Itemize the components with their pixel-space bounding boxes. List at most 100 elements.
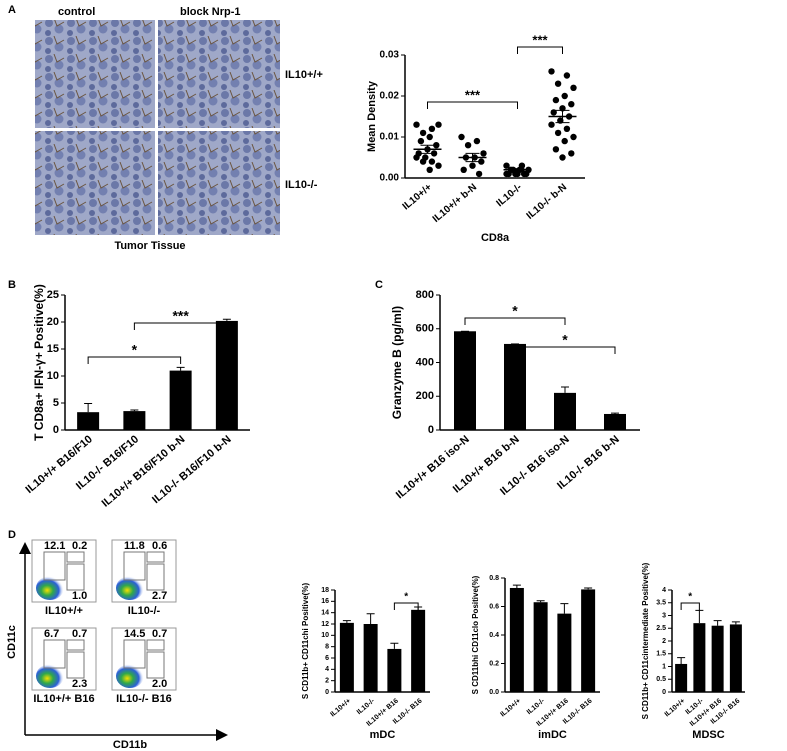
y-tick-label: 0.4	[489, 632, 499, 639]
point	[435, 162, 442, 169]
flow-cloud	[36, 576, 64, 600]
y-tick-label: 0	[662, 689, 666, 696]
gate	[146, 639, 165, 651]
x-tick-label: IL10-/- b-N	[525, 182, 570, 222]
quadrant-value: 2.7	[152, 590, 167, 602]
point	[563, 72, 571, 79]
bar	[604, 413, 626, 430]
gate	[146, 563, 165, 591]
significance-label: ***	[532, 32, 548, 47]
y-tick-label: 25	[47, 289, 59, 301]
plot-label: IL10+/+	[45, 605, 83, 617]
y-axis-label: Granzyme B (pg/ml)	[390, 306, 404, 419]
error-bar	[536, 600, 545, 603]
y-tick-label: 3	[662, 612, 666, 619]
y-tick-label: 0	[325, 689, 329, 696]
y-tick-label: 4	[325, 666, 329, 673]
y-tick-label: 6	[325, 655, 329, 662]
y-axis-label: S CD11b+ CD11chi Positive(%)	[301, 583, 310, 700]
x-tick-label: IL10-/-	[526, 697, 547, 716]
y-tick-label: 0.6	[489, 603, 499, 610]
error-bar	[584, 587, 593, 590]
y-tick-label: 0	[428, 424, 434, 436]
gate	[66, 639, 85, 651]
error-bar	[560, 603, 569, 614]
y-axis-label: S CD11b+ CD11cintermediate Positive(%)	[641, 562, 650, 719]
quadrant-value: 0.7	[152, 628, 167, 640]
quadrant-value: 12.1	[44, 540, 65, 552]
quadrant-value: 2.0	[152, 678, 167, 690]
bar	[169, 370, 192, 430]
bar	[411, 609, 426, 692]
y-tick-label: 0.02	[380, 91, 400, 102]
bar	[363, 624, 378, 692]
bar	[504, 343, 526, 430]
significance-label: *	[132, 342, 138, 358]
x-axis-label: imDC	[538, 729, 567, 741]
bar	[693, 623, 706, 692]
point	[464, 142, 472, 149]
panel-label: B	[8, 279, 16, 291]
point	[480, 150, 487, 157]
significance-bracket	[680, 602, 700, 610]
error-bar	[342, 620, 351, 623]
micrograph	[158, 20, 280, 128]
gate	[66, 551, 85, 563]
significance-bracket	[464, 317, 566, 325]
significance-label: *	[562, 332, 568, 348]
panel-label: D	[8, 529, 16, 541]
column-label: block Nrp-1	[180, 6, 241, 18]
point	[413, 121, 420, 128]
y-tick-label: 16	[321, 598, 329, 605]
y-tick-label: 0.8	[489, 575, 499, 582]
micrograph	[158, 131, 280, 235]
bar	[533, 602, 548, 692]
y-tick-label: 0.0	[489, 689, 499, 696]
x-tick-label: IL10+/+	[329, 698, 352, 719]
x-axis-label: MDSC	[692, 729, 724, 741]
bar	[215, 320, 238, 430]
x-tick-label: IL10+/+	[401, 182, 435, 213]
row-label: IL10-/-	[285, 179, 318, 191]
significance-label: *	[688, 592, 692, 603]
x-tick-label: IL10-/- B16/F10 b-N	[150, 433, 234, 506]
significance-bracket	[514, 346, 616, 354]
bar	[387, 648, 402, 692]
error-bar	[713, 620, 722, 626]
point	[552, 146, 560, 153]
significance-bracket	[427, 101, 518, 109]
significance-label: ***	[465, 87, 481, 102]
y-tick-label: 12	[321, 621, 329, 628]
micrograph	[35, 20, 155, 128]
point	[426, 133, 433, 141]
x-tick-label: IL10+/+ b-N	[431, 182, 479, 225]
gate	[123, 551, 146, 581]
point	[458, 133, 465, 141]
error-bar	[420, 144, 435, 154]
error-bar	[677, 657, 686, 664]
point	[550, 109, 557, 116]
axis-label: CD11b	[113, 739, 148, 751]
y-axis-label: Mean Density	[366, 80, 378, 152]
column-label: control	[58, 6, 95, 18]
gate	[43, 639, 66, 669]
panel-label: A	[8, 4, 16, 16]
quadrant-value: 0.2	[72, 540, 87, 552]
error-bar	[366, 613, 375, 624]
error-bar	[555, 109, 570, 124]
quadrant-value: 6.7	[44, 628, 59, 640]
y-tick-label: 8	[325, 644, 329, 651]
point	[561, 92, 568, 100]
row-label: IL10+/+	[285, 69, 323, 81]
y-tick-label: 2	[325, 678, 329, 685]
x-tick-label: IL10+/+	[499, 698, 522, 719]
caption: Tumor Tissue	[114, 240, 185, 252]
y-tick-label: 400	[416, 356, 434, 368]
point	[419, 158, 427, 165]
point	[413, 154, 420, 161]
error-bar	[222, 318, 231, 321]
y-tick-label: 0.01	[380, 132, 400, 143]
point	[428, 125, 436, 132]
y-axis-label: S CD11bhi CD11clo Positive(%)	[471, 575, 480, 694]
point	[559, 154, 566, 161]
